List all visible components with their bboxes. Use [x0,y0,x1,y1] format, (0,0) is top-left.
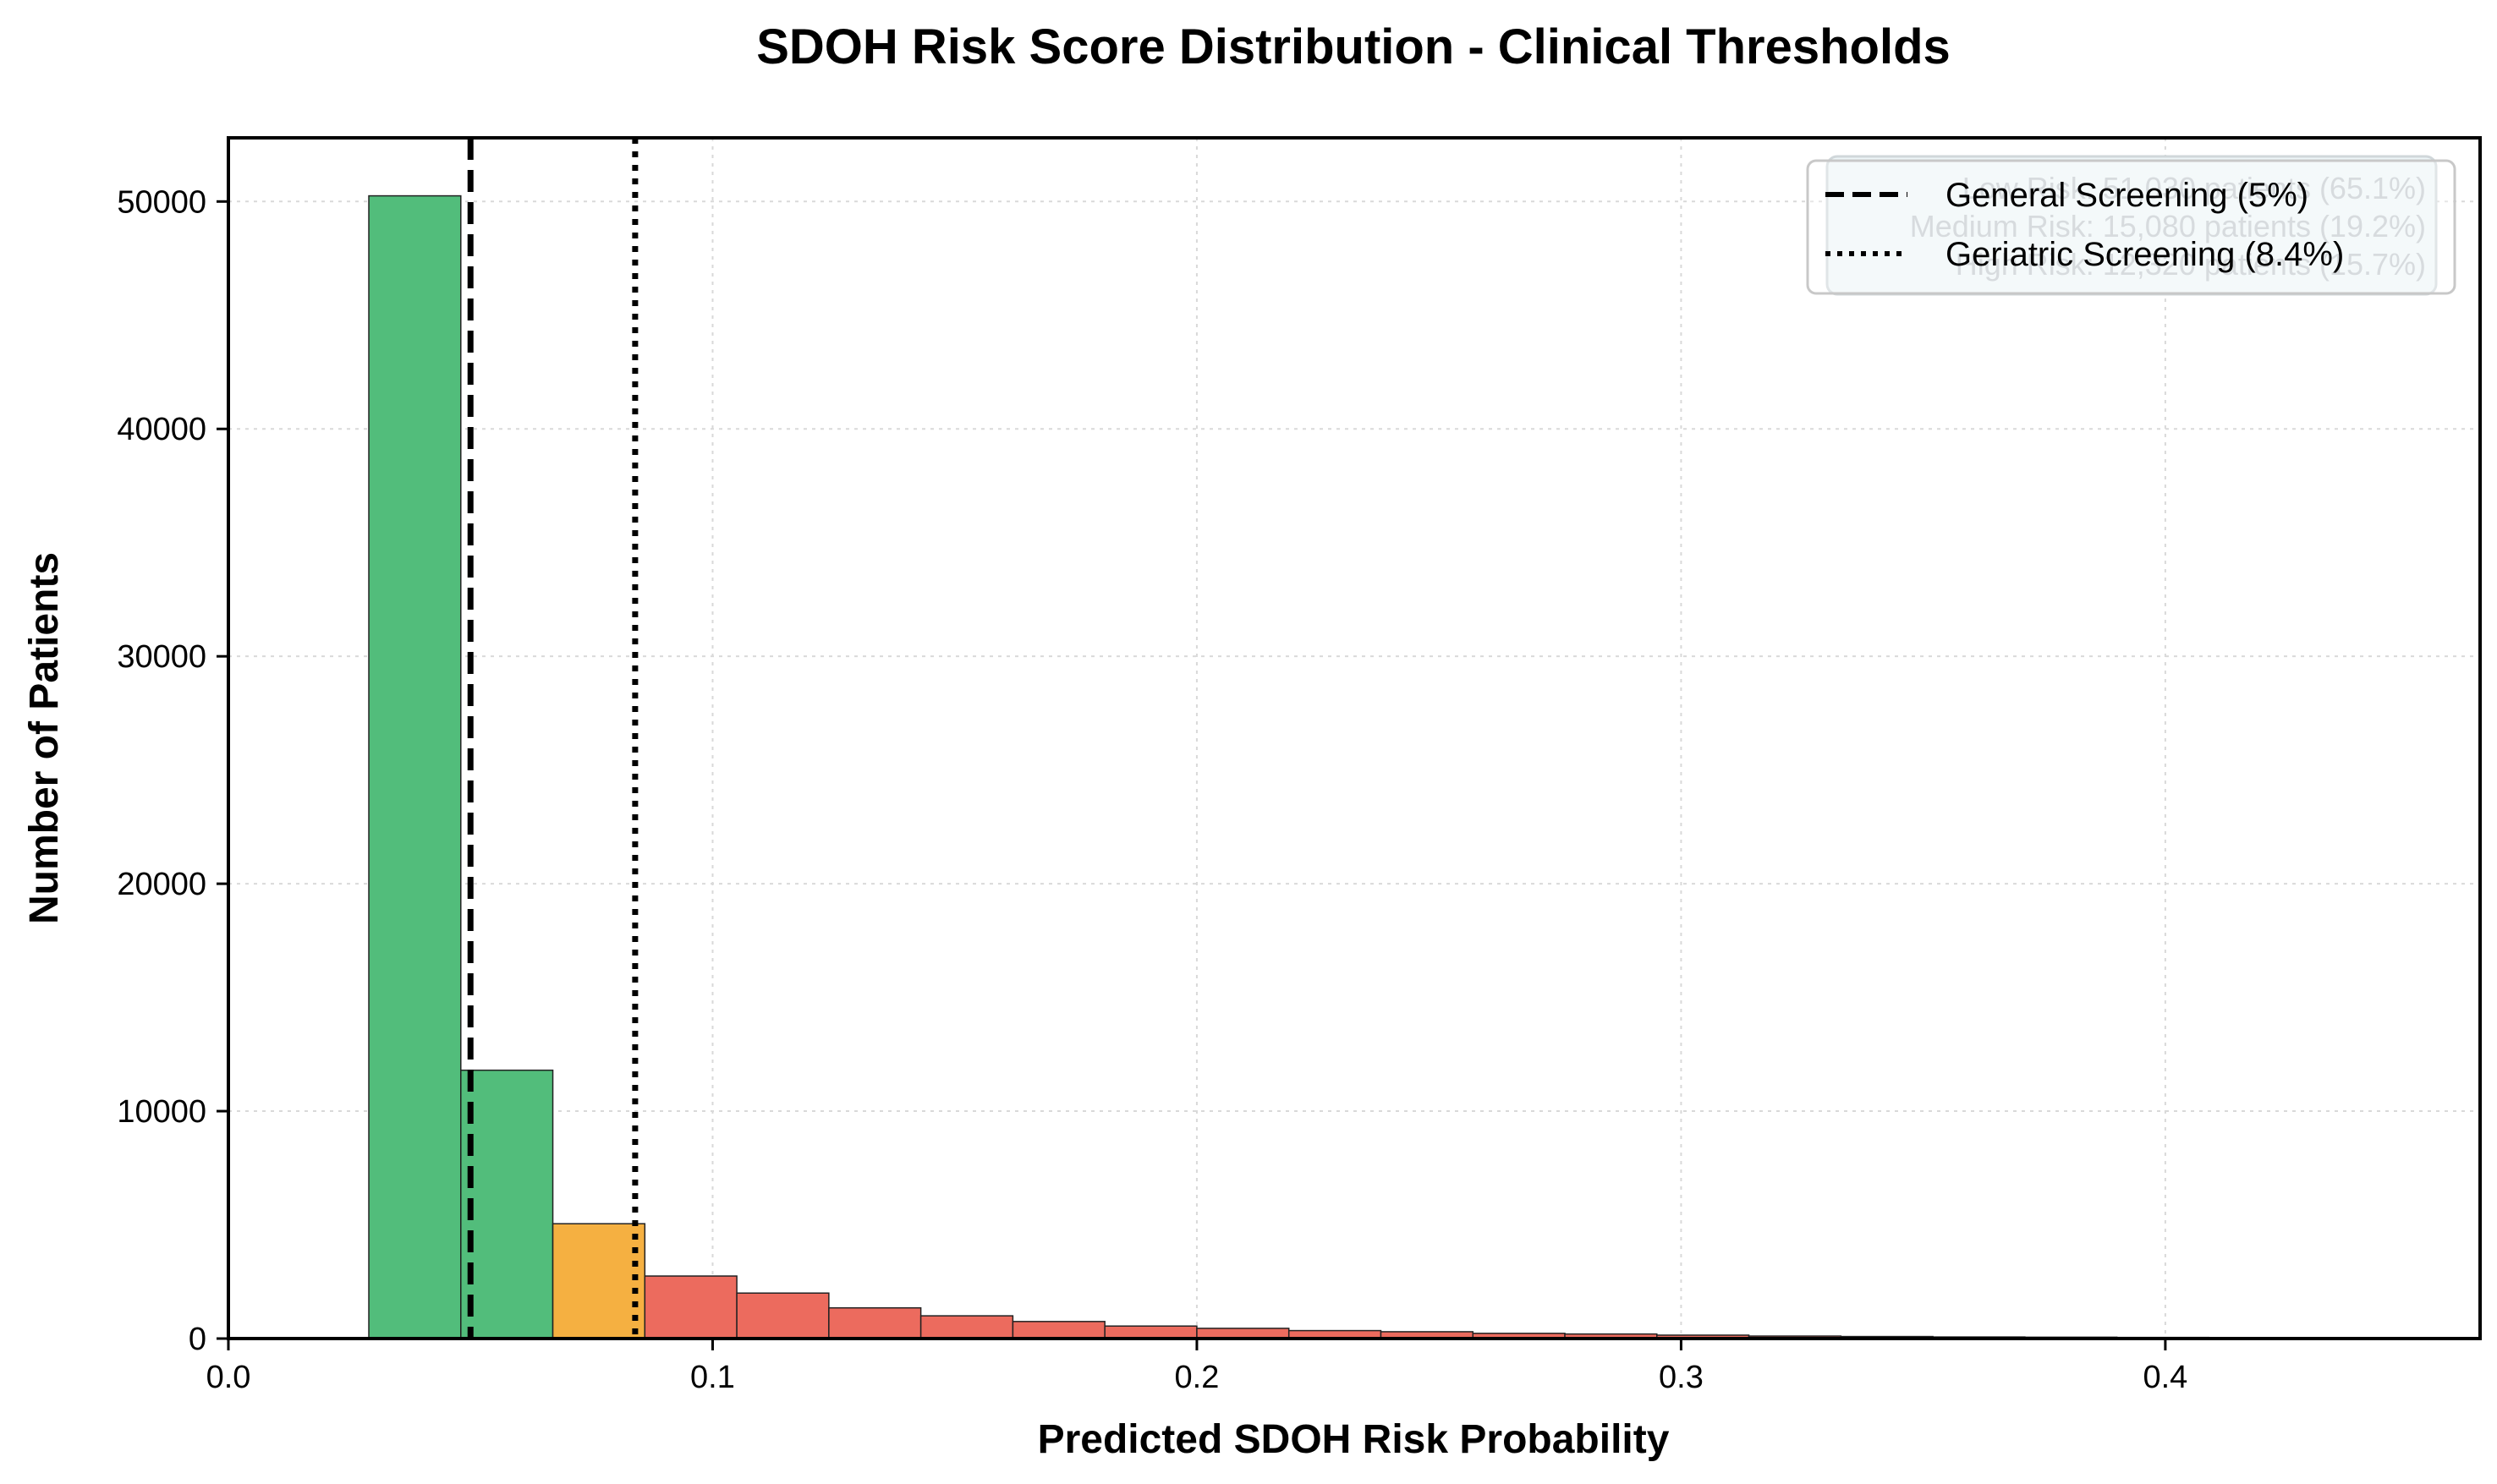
legend-general-screening: General Screening (5%) [1945,177,2308,214]
legend-geriatric-screening: Geriatric Screening (8.4%) [1945,236,2344,273]
legend: General Screening (5%) Geriatric Screeni… [1806,159,2456,295]
y-axis-label: Number of Patients [22,552,67,924]
x-tick-label: 0.2 [1175,1360,1220,1395]
histogram-bar-low [368,194,462,1339]
y-tick-label: 0 [189,1322,206,1357]
plot-area-frame [227,136,2482,1340]
histogram-bar-high [736,1292,830,1339]
histogram-bar-high [828,1306,922,1339]
histogram-bar-low [460,1069,554,1339]
histogram-bar-high [919,1315,1014,1339]
histogram-bar-high [1104,1325,1198,1339]
bars [368,194,2302,1339]
risk-summary-high: High Risk: 12,320 patients (15.7%) [1956,247,2426,282]
chart-title: SDOH Risk Score Distribution - Clinical … [756,19,1951,74]
x-axis-ticks: 0.0 0.1 0.2 0.3 0.4 [206,1339,2187,1395]
legend-frame [1806,159,2456,295]
x-tick-label: 0.3 [1659,1360,1704,1395]
histogram-bar-medium [552,1223,646,1339]
histogram-bar-high [644,1275,738,1339]
y-tick-label: 50000 [117,184,206,220]
risk-summary-box: Low Risk: 51,030 patients (65.1%) Medium… [1825,155,2438,296]
x-tick-label: 0.0 [206,1360,251,1395]
y-tick-label: 20000 [117,867,206,902]
y-tick-label: 30000 [117,639,206,675]
risk-summary-medium: Medium Risk: 15,080 patients (19.2%) [1910,209,2426,244]
risk-summary-low: Low Risk: 51,030 patients (65.1%) [1962,171,2426,205]
y-tick-label: 40000 [117,412,206,447]
y-axis-ticks: 0 10000 20000 30000 40000 50000 [117,184,228,1357]
y-tick-label: 10000 [117,1094,206,1130]
x-axis-label: Predicted SDOH Risk Probability [1038,1417,1670,1462]
histogram-bar-high [1012,1321,1106,1339]
grid [228,138,2480,1339]
x-tick-label: 0.4 [2143,1360,2187,1395]
threshold-lines [467,138,639,1339]
x-tick-label: 0.1 [690,1360,735,1395]
